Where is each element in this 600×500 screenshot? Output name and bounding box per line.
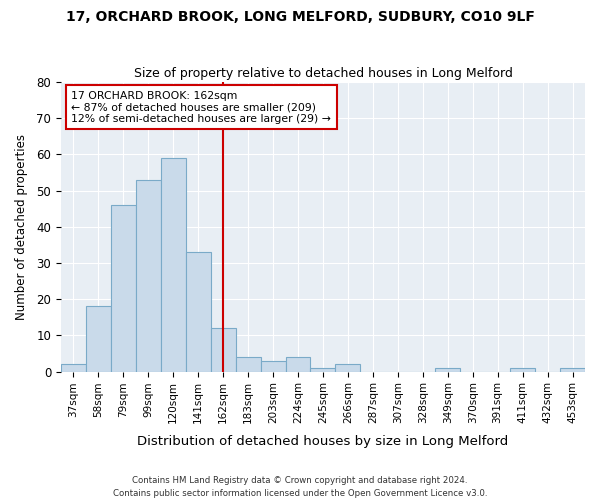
Bar xyxy=(211,328,236,372)
Bar xyxy=(510,368,535,372)
Bar xyxy=(560,368,585,372)
Text: 17, ORCHARD BROOK, LONG MELFORD, SUDBURY, CO10 9LF: 17, ORCHARD BROOK, LONG MELFORD, SUDBURY… xyxy=(65,10,535,24)
Bar xyxy=(136,180,161,372)
Bar xyxy=(86,306,111,372)
Bar xyxy=(186,252,211,372)
Text: 17 ORCHARD BROOK: 162sqm
← 87% of detached houses are smaller (209)
12% of semi-: 17 ORCHARD BROOK: 162sqm ← 87% of detach… xyxy=(71,90,331,124)
Bar xyxy=(111,205,136,372)
Bar xyxy=(435,368,460,372)
Bar xyxy=(310,368,335,372)
Bar xyxy=(161,158,186,372)
Bar xyxy=(61,364,86,372)
X-axis label: Distribution of detached houses by size in Long Melford: Distribution of detached houses by size … xyxy=(137,434,509,448)
Title: Size of property relative to detached houses in Long Melford: Size of property relative to detached ho… xyxy=(134,66,512,80)
Y-axis label: Number of detached properties: Number of detached properties xyxy=(15,134,28,320)
Text: Contains HM Land Registry data © Crown copyright and database right 2024.
Contai: Contains HM Land Registry data © Crown c… xyxy=(113,476,487,498)
Bar xyxy=(286,357,310,372)
Bar xyxy=(335,364,361,372)
Bar xyxy=(260,360,286,372)
Bar xyxy=(236,357,260,372)
